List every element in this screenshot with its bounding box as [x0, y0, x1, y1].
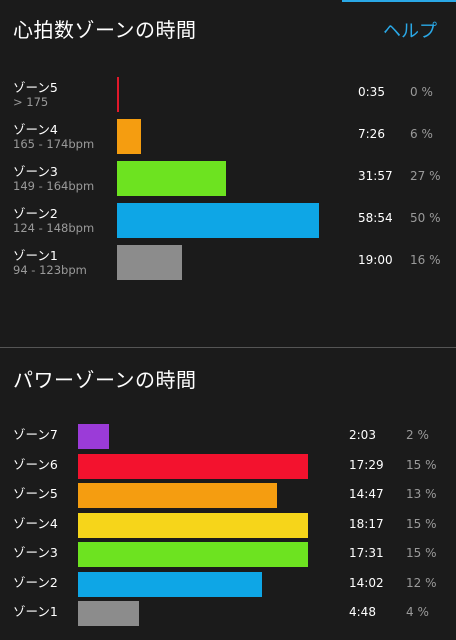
- zone-bar: [78, 513, 308, 538]
- power-zone-row: ゾーン4 18:17 15 %: [0, 513, 456, 538]
- zone-bar: [117, 77, 119, 112]
- heart-rate-zone-row: ゾーン3 149 - 164bpm 31:57 27 %: [0, 161, 456, 196]
- power-section-title: パワーゾーンの時間: [13, 368, 197, 392]
- help-link[interactable]: ヘルプ: [383, 21, 437, 42]
- zone-range: 165 - 174bpm: [13, 137, 95, 151]
- zone-percent: 0 %: [410, 85, 433, 99]
- power-zone-row: ゾーン1 4:48 4 %: [0, 601, 456, 626]
- zone-name: ゾーン6: [13, 457, 58, 472]
- zone-time: 17:31: [349, 546, 384, 560]
- power-zone-row: ゾーン5 14:47 13 %: [0, 483, 456, 508]
- heart-rate-zone-row: ゾーン4 165 - 174bpm 7:26 6 %: [0, 119, 456, 154]
- zone-range: 149 - 164bpm: [13, 179, 95, 193]
- zone-name: ゾーン5: [13, 80, 58, 95]
- zone-percent: 2 %: [406, 428, 429, 442]
- zone-percent: 15 %: [406, 546, 437, 560]
- zone-time: 58:54: [358, 211, 393, 225]
- zone-time: 18:17: [349, 517, 384, 531]
- tab-indicator: [342, 0, 456, 2]
- zone-bar: [78, 424, 109, 449]
- heart-rate-zone-row: ゾーン2 124 - 148bpm 58:54 50 %: [0, 203, 456, 238]
- zone-time: 19:00: [358, 253, 393, 267]
- zone-time: 2:03: [349, 428, 376, 442]
- section-divider: [0, 347, 456, 348]
- zone-bar: [78, 454, 308, 479]
- zone-time: 17:29: [349, 458, 384, 472]
- zone-bar: [117, 203, 319, 238]
- zone-bar: [117, 245, 182, 280]
- zone-name: ゾーン2: [13, 575, 58, 590]
- power-zone-row: ゾーン2 14:02 12 %: [0, 572, 456, 597]
- zone-name: ゾーン3: [13, 164, 58, 179]
- zone-percent: 15 %: [406, 458, 437, 472]
- zone-name: ゾーン4: [13, 122, 58, 137]
- zone-percent: 27 %: [410, 169, 441, 183]
- zone-percent: 6 %: [410, 127, 433, 141]
- zone-percent: 12 %: [406, 576, 437, 590]
- zone-range: 94 - 123bpm: [13, 263, 87, 277]
- zone-time: 14:02: [349, 576, 384, 590]
- zone-time: 31:57: [358, 169, 393, 183]
- zone-name: ゾーン3: [13, 545, 58, 560]
- heart-rate-zone-row: ゾーン5 > 175 0:35 0 %: [0, 77, 456, 112]
- zone-time: 7:26: [358, 127, 385, 141]
- zone-bar: [78, 601, 139, 626]
- zone-bar: [78, 483, 277, 508]
- zone-percent: 16 %: [410, 253, 441, 267]
- zone-time: 14:47: [349, 487, 384, 501]
- zone-percent: 15 %: [406, 517, 437, 531]
- zone-name: ゾーン4: [13, 516, 58, 531]
- heart-rate-section-title: 心拍数ゾーンの時間: [13, 18, 197, 42]
- zone-bar: [117, 119, 141, 154]
- zone-percent: 13 %: [406, 487, 437, 501]
- zone-bar: [117, 161, 226, 196]
- zone-time: 4:48: [349, 605, 376, 619]
- zone-name: ゾーン2: [13, 206, 58, 221]
- power-zone-row: ゾーン3 17:31 15 %: [0, 542, 456, 567]
- zone-time: 0:35: [358, 85, 385, 99]
- zone-name: ゾーン7: [13, 427, 58, 442]
- zone-name: ゾーン1: [13, 604, 58, 619]
- zone-percent: 50 %: [410, 211, 441, 225]
- zone-name: ゾーン1: [13, 248, 58, 263]
- zone-range: 124 - 148bpm: [13, 221, 95, 235]
- zone-bar: [78, 572, 262, 597]
- power-zone-row: ゾーン7 2:03 2 %: [0, 424, 456, 449]
- zone-name: ゾーン5: [13, 486, 58, 501]
- zone-range: > 175: [13, 95, 49, 109]
- heart-rate-zone-row: ゾーン1 94 - 123bpm 19:00 16 %: [0, 245, 456, 280]
- zone-percent: 4 %: [406, 605, 429, 619]
- power-zone-row: ゾーン6 17:29 15 %: [0, 454, 456, 479]
- zone-bar: [78, 542, 308, 567]
